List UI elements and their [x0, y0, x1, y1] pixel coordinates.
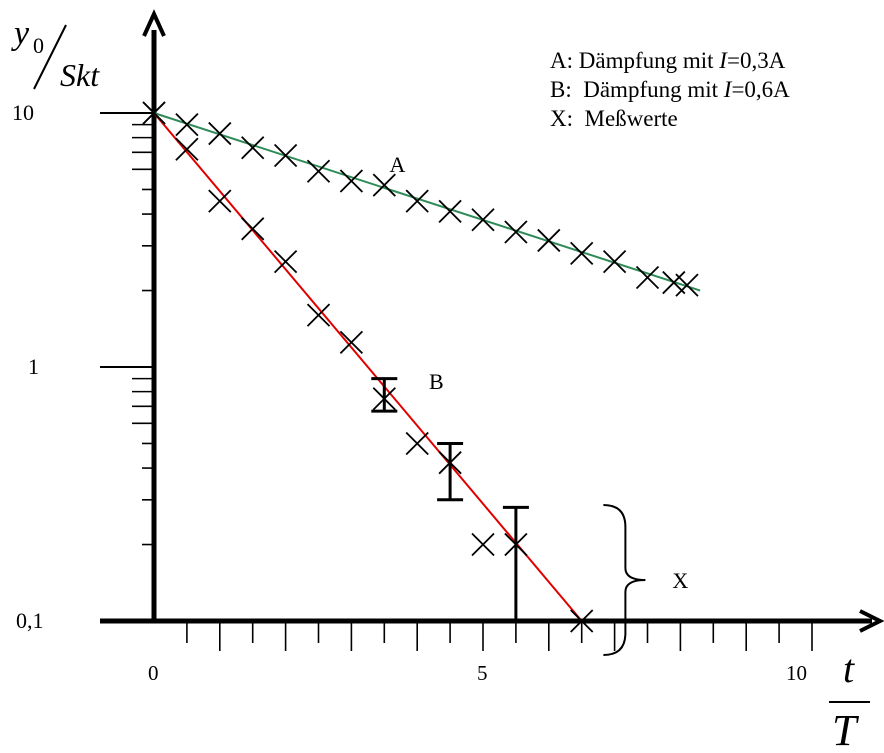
legend-var-b: I	[723, 77, 732, 102]
y-tick-label-10: 10	[12, 100, 34, 125]
annotation-b: B	[429, 369, 444, 394]
brace-annotation	[603, 504, 646, 656]
point-stroke	[372, 173, 396, 197]
data-point-a	[175, 112, 199, 137]
point-stroke	[241, 217, 265, 241]
point-stroke	[570, 609, 594, 633]
x-tick-label-10: 10	[786, 661, 807, 685]
data-point-b	[471, 532, 495, 557]
data-point-a	[504, 220, 528, 244]
point-stroke	[306, 159, 331, 183]
x-tick-label-0: 0	[148, 661, 159, 685]
point-stroke	[662, 270, 686, 295]
point-stroke	[405, 189, 429, 213]
annotation-a: A	[389, 152, 405, 177]
x-label-den: T	[832, 706, 860, 753]
data-point-a	[208, 121, 232, 146]
point-stroke	[438, 199, 462, 223]
point-stroke	[241, 136, 265, 160]
legend-text-x: Meßwerte	[584, 106, 678, 131]
data-point-b	[570, 609, 594, 633]
x-tick-label-5: 5	[477, 661, 488, 685]
data-point-b	[142, 101, 166, 125]
point-stroke	[339, 330, 364, 355]
data-point-b	[306, 303, 331, 327]
axes	[100, 9, 884, 633]
point-stroke	[537, 228, 561, 253]
annotation-x: X	[672, 568, 688, 593]
point-stroke	[175, 112, 199, 137]
fit-line-b	[153, 112, 583, 622]
legend: A: Dämpfung mit I=0,3A B: Dämpfung mit I…	[550, 46, 790, 133]
point-stroke	[504, 220, 528, 244]
data-point-a	[471, 208, 495, 232]
point-stroke	[175, 137, 199, 161]
data-point-a	[372, 173, 396, 197]
error-bar	[371, 377, 398, 413]
point-stroke	[142, 101, 166, 125]
legend-value-b: =0,6A	[731, 77, 790, 102]
data-point-b	[175, 137, 199, 161]
y-label-sub: 0	[33, 33, 44, 58]
legend-entry-a: A: Dämpfung mit I=0,3A	[550, 46, 790, 75]
point-stroke	[306, 303, 331, 327]
data-point-a	[675, 273, 699, 297]
error-bar	[437, 441, 464, 502]
legend-var-a: I	[719, 48, 727, 73]
data-point-b	[208, 189, 232, 213]
x-label-num: t	[843, 646, 855, 691]
point-stroke	[471, 208, 495, 232]
point-stroke	[570, 241, 594, 266]
fit-line-a	[153, 112, 701, 292]
point-stroke	[635, 265, 660, 290]
point-stroke	[273, 143, 298, 168]
point-stroke	[273, 249, 298, 274]
point-stroke	[208, 189, 232, 213]
y-label-den: Skt	[60, 57, 100, 93]
legend-key-x: X:	[550, 106, 573, 131]
y-axis-arrow	[142, 9, 166, 37]
data-point-b	[241, 217, 265, 241]
x-axis-arrow	[859, 609, 884, 633]
data-point-a	[273, 143, 298, 168]
error-bars	[371, 377, 529, 623]
legend-entry-x: X: Meßwerte	[550, 104, 790, 133]
data-point-a	[570, 241, 594, 266]
y-tick-label-0,1: 0,1	[16, 608, 44, 633]
data-point-b	[405, 431, 429, 456]
point-stroke	[471, 532, 495, 557]
error-bar	[502, 505, 529, 623]
data-point-a	[306, 159, 331, 183]
point-stroke	[208, 121, 232, 146]
point-stroke	[602, 249, 627, 274]
legend-value-a: =0,3A	[726, 48, 786, 73]
tick-marks	[132, 123, 813, 651]
fit-lines	[153, 112, 701, 622]
data-point-a	[438, 199, 462, 223]
data-point-a	[339, 169, 364, 193]
data-point-a	[405, 189, 429, 213]
legend-entry-b: B: Dämpfung mit I=0,6A	[550, 75, 790, 104]
data-point-b	[339, 330, 364, 355]
y-tick-label-1: 1	[28, 354, 39, 379]
legend-key-b: B:	[550, 77, 572, 102]
data-point-a	[241, 136, 265, 160]
point-stroke	[405, 431, 429, 456]
legend-text-b: Dämpfung mit	[583, 77, 724, 102]
legend-text-a: Dämpfung mit	[578, 48, 720, 73]
data-point-a	[602, 249, 627, 274]
legend-key-a: A:	[550, 48, 573, 73]
y-label-num: y	[11, 15, 30, 52]
point-stroke	[675, 273, 699, 297]
data-point-a	[537, 228, 561, 253]
data-point-b	[273, 249, 298, 274]
y-label-slash	[33, 24, 67, 90]
data-points	[142, 101, 699, 633]
data-point-a	[635, 265, 660, 290]
point-stroke	[339, 169, 364, 193]
